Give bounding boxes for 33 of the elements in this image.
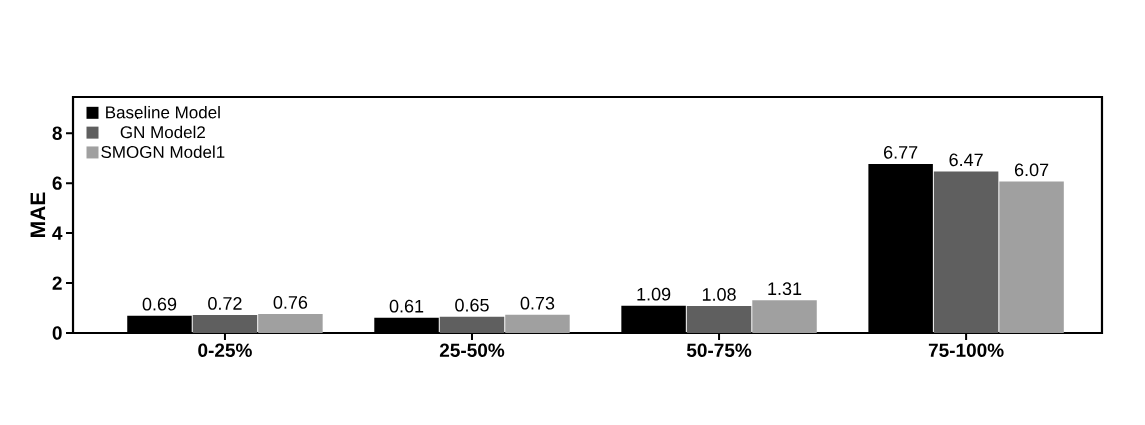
data-label: 0.76 xyxy=(273,296,308,309)
data-label: 1.31 xyxy=(768,282,802,296)
bar xyxy=(192,315,258,333)
data-label: 0.72 xyxy=(208,297,242,310)
data-label: 0.65 xyxy=(455,298,489,312)
y-tick-label: 0 xyxy=(52,326,62,340)
y-tick-label: 2 xyxy=(52,276,62,290)
legend-label: GN Model2 xyxy=(120,125,205,139)
x-tick-label: 0-25% xyxy=(198,343,252,357)
data-label: 6.47 xyxy=(949,153,983,167)
data-label: 0.61 xyxy=(389,299,424,313)
bar xyxy=(439,316,505,333)
y-tick-label: 4 xyxy=(52,226,63,240)
bar xyxy=(933,171,999,333)
bar xyxy=(752,300,817,333)
x-tick-label: 75-100% xyxy=(928,343,1004,357)
data-label: 0.69 xyxy=(142,297,177,311)
x-tick-label: 50-75% xyxy=(686,343,752,357)
data-label: 6.07 xyxy=(1014,163,1049,177)
data-label: 0.73 xyxy=(520,296,555,310)
bar xyxy=(505,314,570,333)
bar xyxy=(999,181,1064,333)
data-label: 1.09 xyxy=(637,287,671,301)
data-label: 6.77 xyxy=(884,145,918,159)
y-tick-label: 6 xyxy=(52,176,62,190)
x-tick-label: 25-50% xyxy=(439,343,505,357)
data-label: 1.08 xyxy=(702,288,736,301)
y-axis-title: MAE xyxy=(30,192,46,237)
bar xyxy=(686,306,752,333)
legend-label: SMOGN Model1 xyxy=(101,145,225,159)
y-tick-label: 8 xyxy=(52,126,62,140)
bar xyxy=(258,314,323,333)
legend-label: Baseline Model xyxy=(106,105,220,119)
